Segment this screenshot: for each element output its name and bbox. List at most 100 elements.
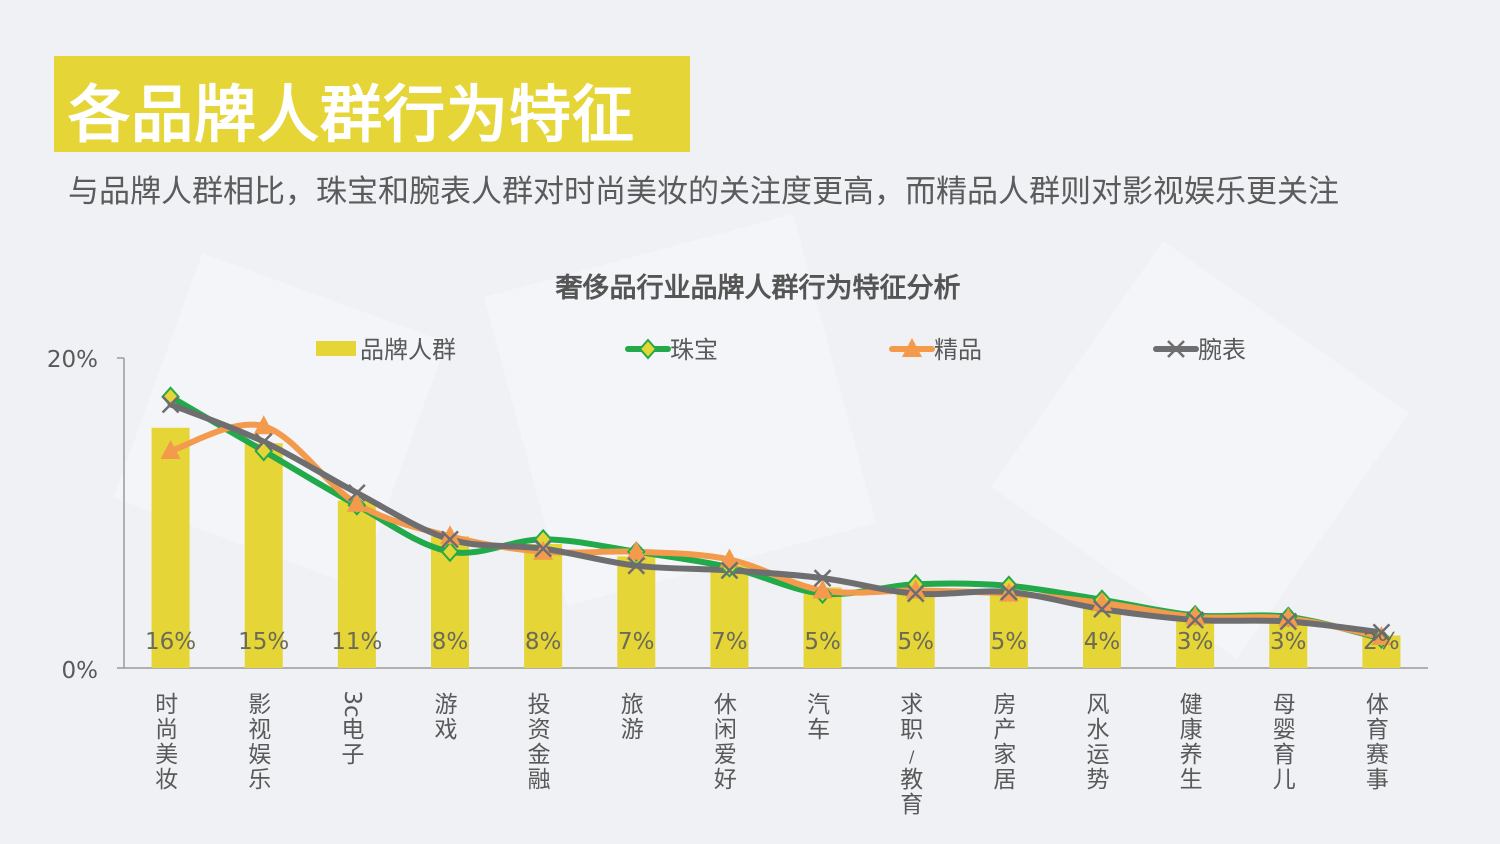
category-char: 势 <box>1087 767 1110 793</box>
category-char: 母 <box>1273 692 1296 718</box>
category-char: 家 <box>993 742 1016 768</box>
data-label: 5% <box>991 629 1028 655</box>
data-label: 7% <box>618 629 655 655</box>
category-label: 时尚美妆 <box>155 692 178 793</box>
data-label: 3% <box>1177 629 1214 655</box>
point-marker <box>1371 626 1392 645</box>
category-char: 视 <box>248 717 271 743</box>
data-label: 16% <box>145 629 196 655</box>
point-marker <box>160 440 181 459</box>
category-char: 融 <box>528 767 551 793</box>
category-char: 闲 <box>714 717 737 743</box>
point-marker <box>1278 607 1299 627</box>
category-char: 婴 <box>1273 717 1296 743</box>
category-char: 游 <box>621 717 644 743</box>
category-char: 电 <box>341 717 364 743</box>
title-banner: 各品牌人群行为特征 <box>54 56 690 152</box>
point-marker <box>347 483 366 502</box>
legend-label: 腕表 <box>1198 336 1246 364</box>
point-marker <box>1279 612 1298 631</box>
legend: 品牌人群 珠宝 精品 腕表 <box>316 336 1246 364</box>
point-marker <box>346 492 367 512</box>
point-marker <box>253 415 274 435</box>
legend-marker <box>902 338 922 357</box>
category-label: 游戏 <box>435 692 458 743</box>
category-char: 育 <box>1366 717 1389 743</box>
data-label: 5% <box>804 629 841 655</box>
point-marker <box>812 579 833 599</box>
category-char: 育 <box>900 792 923 818</box>
point-marker <box>813 569 832 587</box>
data-label: 2% <box>1363 629 1400 655</box>
category-char: 康 <box>1180 717 1203 743</box>
y-tick-label: 20% <box>47 347 98 373</box>
category-char: 金 <box>528 742 551 768</box>
category-char: 风 <box>1087 692 1110 718</box>
page-title: 各品牌人群行为特征 <box>68 78 636 151</box>
category-char: 乐 <box>248 767 271 793</box>
data-label: 8% <box>525 629 562 655</box>
category-char: 运 <box>1087 742 1110 768</box>
category-label: 旅游 <box>621 692 644 743</box>
category-char: 好 <box>714 767 737 793</box>
bar <box>896 590 935 668</box>
legend-label: 品牌人群 <box>360 336 456 364</box>
category-char: 生 <box>1180 767 1203 793</box>
bar <box>989 590 1028 668</box>
y-tick-label: 0% <box>62 658 99 684</box>
category-char: 妆 <box>155 767 178 793</box>
legend-marker <box>1167 340 1185 358</box>
category-char: 3c <box>339 690 365 717</box>
category-char: 游 <box>435 692 458 718</box>
category-char: 水 <box>1087 717 1110 743</box>
chart-title: 奢侈品行业品牌人群行为特征分析 <box>555 272 961 304</box>
category-char: 儿 <box>1273 767 1296 793</box>
category-char: 产 <box>993 717 1016 743</box>
bar <box>337 500 376 668</box>
category-char: 影 <box>248 692 271 718</box>
point-marker <box>720 561 739 580</box>
legend-swatch-brand <box>316 341 356 356</box>
legend-label: 精品 <box>934 336 982 364</box>
data-label: 8% <box>432 629 469 655</box>
point-marker <box>534 539 553 558</box>
category-label: 影视娱乐 <box>248 692 271 793</box>
bar <box>244 443 283 668</box>
point-marker <box>440 525 460 545</box>
data-label: 15% <box>238 629 289 655</box>
category-char: 资 <box>528 717 551 743</box>
category-char: 子 <box>341 742 364 768</box>
data-label: 7% <box>711 629 748 655</box>
data-label: 5% <box>897 629 934 655</box>
category-char: 尚 <box>155 717 178 743</box>
legend-label: 珠宝 <box>670 336 718 364</box>
point-marker <box>999 583 1018 601</box>
bar <box>1269 619 1308 668</box>
bar <box>710 565 749 668</box>
bar <box>617 556 656 668</box>
category-label: 求职 /教育 <box>900 692 923 818</box>
category-char: 投 <box>528 692 551 718</box>
category-char: 赛 <box>1366 742 1389 768</box>
point-marker <box>1093 600 1111 618</box>
category-char: 汽 <box>807 692 830 718</box>
data-label: 4% <box>1084 629 1121 655</box>
category-char: 事 <box>1366 767 1389 793</box>
category-char: 房 <box>993 692 1016 718</box>
category-char: 戏 <box>435 717 458 743</box>
category-char: / <box>909 747 915 766</box>
category-char: 求 <box>900 692 923 718</box>
category-char: 旅 <box>621 692 644 718</box>
category-char: 健 <box>1180 692 1203 718</box>
data-label: 11% <box>331 629 382 655</box>
point-marker <box>1186 611 1205 629</box>
category-char: 教 <box>900 767 923 793</box>
category-char: 育 <box>1273 742 1296 768</box>
point-marker <box>161 395 180 414</box>
